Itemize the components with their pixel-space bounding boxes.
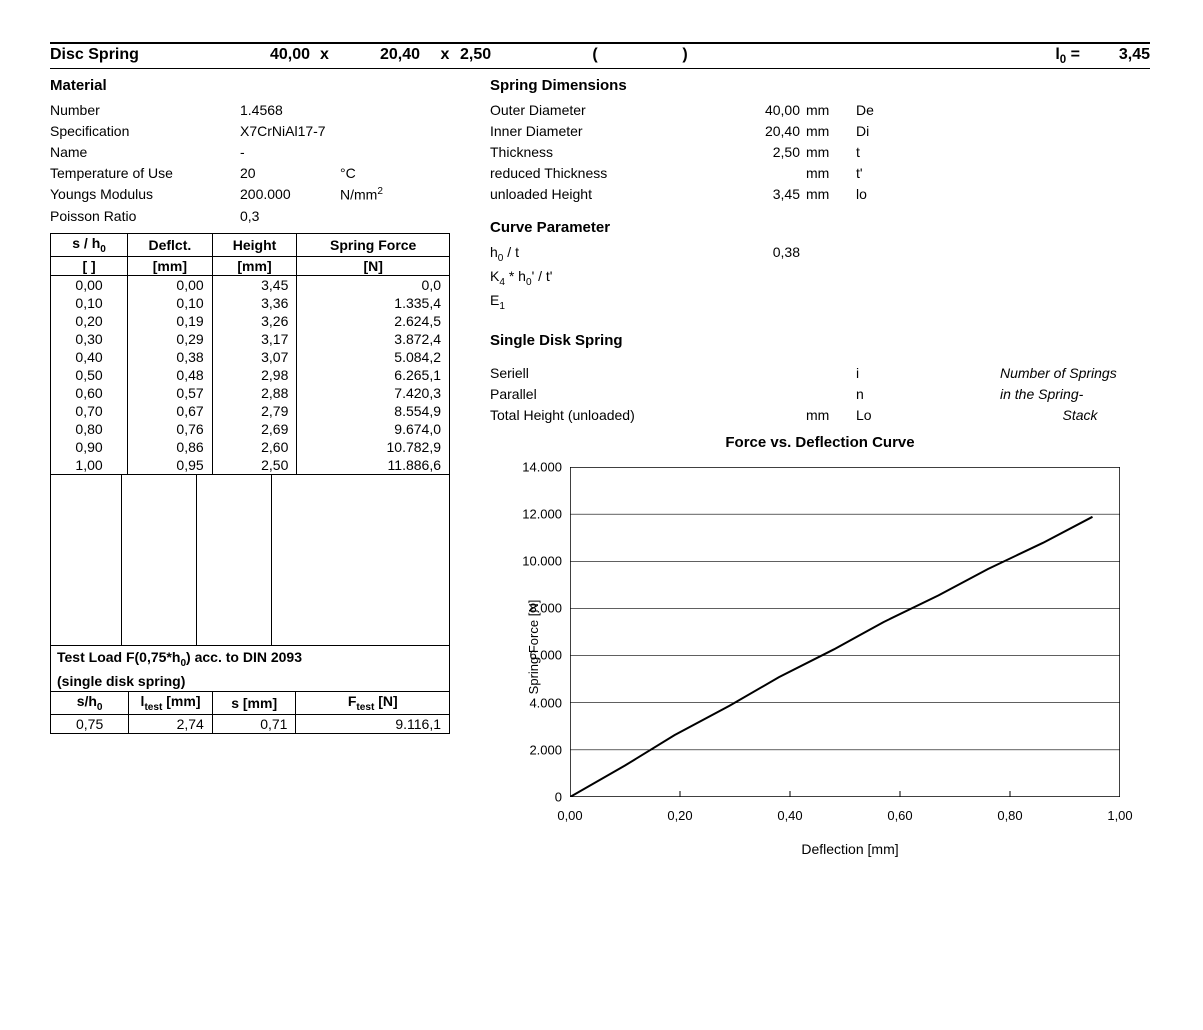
xtick-label: 0,40: [777, 808, 802, 823]
table-row: 0,800,762,699.674,0: [51, 420, 450, 438]
chart-xlabel: Deflection [mm]: [550, 841, 1150, 857]
th-force: Spring Force: [297, 233, 450, 256]
th-deflct: Deflct.: [128, 233, 213, 256]
header-row: Disc Spring 40,00 x 20,40 x 2,50 ( ) l0 …: [50, 46, 1150, 66]
ytick-label: 14.000: [490, 459, 562, 474]
xtick-label: 0,00: [557, 808, 582, 823]
l0-label: l0 =: [1030, 46, 1080, 66]
tl-h3: s [mm]: [212, 692, 296, 715]
paren-open: (: [580, 46, 610, 64]
dim-t: 2,50: [460, 46, 550, 64]
singlespring-title: Single Disk Spring: [490, 332, 1150, 349]
material-rows: Number1.4568SpecificationX7CrNiAl17-7Nam…: [50, 100, 470, 227]
table-row: 0,900,862,6010.782,9: [51, 438, 450, 456]
ytick-label: 2.000: [490, 742, 562, 757]
tl-h2: ltest [mm]: [129, 692, 213, 715]
u-height: [mm]: [212, 256, 297, 275]
dim-di: 20,40: [340, 46, 430, 64]
table-row: 0,000,003,450,0: [51, 275, 450, 294]
tl-v4: 9.116,1: [296, 715, 450, 734]
page-title: Disc Spring: [50, 46, 230, 64]
stack-note: Number of Springs in the Spring- Stack: [1000, 363, 1160, 426]
tl-v1: 0,75: [51, 715, 129, 734]
blank-grid: [50, 474, 450, 646]
chart: Spring Force [N] 02.0004.0006.0008.00010…: [490, 457, 1130, 837]
u-deflct: [mm]: [128, 256, 213, 275]
xtick-label: 0,60: [887, 808, 912, 823]
tl-h4: Ftest [N]: [296, 692, 450, 715]
springdim-title: Spring Dimensions: [490, 77, 1150, 94]
test-load-title: Test Load F(0,75*h0) acc. to DIN 2093: [51, 645, 450, 671]
table-row: 0,700,672,798.554,9: [51, 402, 450, 420]
l0-value: 3,45: [1080, 46, 1150, 64]
ytick-label: 6.000: [490, 648, 562, 663]
tl-v2: 2,74: [129, 715, 213, 734]
u-force: [N]: [297, 256, 450, 275]
xtick-label: 0,20: [667, 808, 692, 823]
table-row: 0,500,482,986.265,1: [51, 366, 450, 384]
th-sh0: s / h0: [51, 233, 128, 256]
left-column: Material Number1.4568SpecificationX7CrNi…: [50, 73, 470, 857]
u-sh0: [ ]: [51, 256, 128, 275]
table-row: 0,600,572,887.420,3: [51, 384, 450, 402]
chart-title: Force vs. Deflection Curve: [490, 434, 1150, 451]
test-load-subtitle: (single disk spring): [51, 671, 450, 692]
table-row: 1,000,952,5011.886,6: [51, 456, 450, 475]
right-column: Spring Dimensions Outer Diameter40,00mmD…: [490, 73, 1150, 857]
table-row: 0,300,293,173.872,4: [51, 330, 450, 348]
tl-h1: s/h0: [51, 692, 129, 715]
page: Disc Spring 40,00 x 20,40 x 2,50 ( ) l0 …: [50, 42, 1150, 857]
test-load-table: Test Load F(0,75*h0) acc. to DIN 2093 (s…: [50, 645, 450, 735]
material-title: Material: [50, 77, 470, 94]
table-row: 0,100,103,361.335,4: [51, 294, 450, 312]
x-sep1: x: [320, 46, 340, 64]
th-height: Height: [212, 233, 297, 256]
table-row: 0,400,383,075.084,2: [51, 348, 450, 366]
xtick-label: 0,80: [997, 808, 1022, 823]
ytick-label: 12.000: [490, 507, 562, 522]
deflection-table: s / h0 Deflct. Height Spring Force [ ] […: [50, 233, 450, 475]
x-sep2: x: [430, 46, 460, 64]
tl-v3: 0,71: [212, 715, 296, 734]
paren-close: ): [670, 46, 700, 64]
table-row: 0,200,193,262.624,5: [51, 312, 450, 330]
dim-de: 40,00: [230, 46, 320, 64]
ytick-label: 0: [490, 789, 562, 804]
ytick-label: 8.000: [490, 601, 562, 616]
curveparam-title: Curve Parameter: [490, 219, 1150, 236]
ytick-label: 4.000: [490, 695, 562, 710]
ytick-label: 10.000: [490, 554, 562, 569]
xtick-label: 1,00: [1107, 808, 1132, 823]
